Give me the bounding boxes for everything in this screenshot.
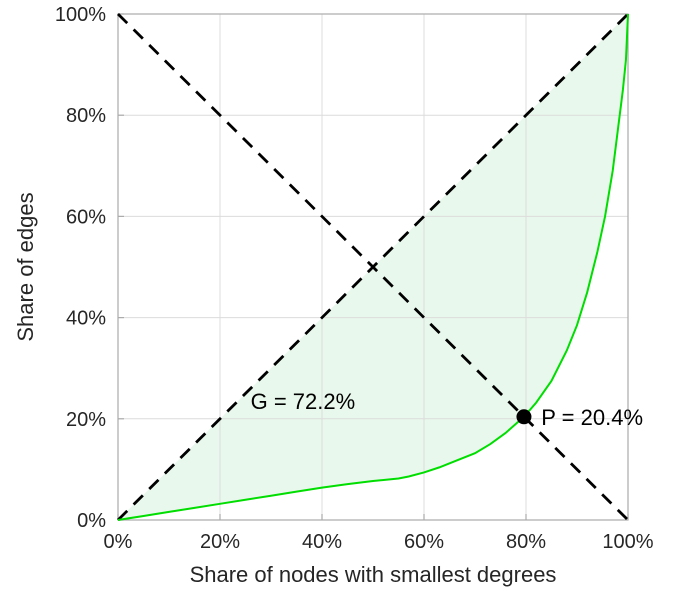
x-axis-label: Share of nodes with smallest degrees [189,562,557,587]
x-tick-label: 0% [104,531,133,553]
plot-box [117,13,629,521]
p-label: P = 20.4% [541,405,643,430]
lorenz-curve-line [117,13,629,521]
x-tick-label: 60% [404,531,444,553]
x-tick-label: 100% [602,531,653,553]
gini-label: G = 72.2% [251,389,356,414]
y-tick-label: 40% [66,308,106,330]
y-tick-label: 60% [66,206,106,228]
p-marker-point [516,409,532,425]
y-tick-label: 80% [66,105,106,127]
x-tick-label: 40% [302,531,342,553]
y-tick-label: 20% [66,409,106,431]
x-tick-label: 80% [506,531,546,553]
x-tick-label: 20% [200,531,240,553]
anti-diagonal-line [117,13,629,521]
y-tick-label: 0% [77,510,106,532]
y-tick-label: 100% [55,4,106,26]
y-axis-label: Share of edges [13,192,38,342]
